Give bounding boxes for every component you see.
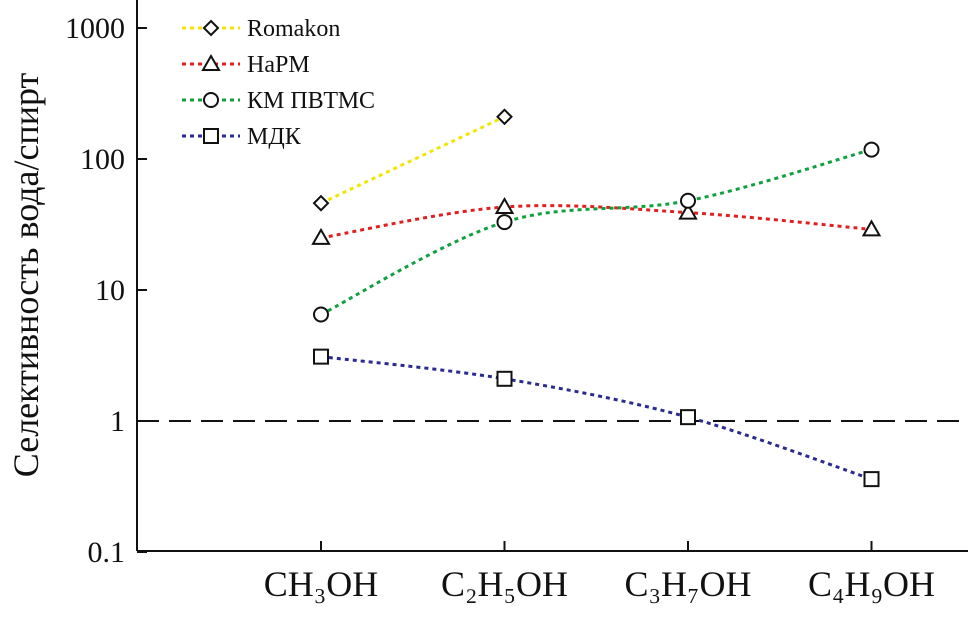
legend: Romakon HaPM КМ ПВТМС МДК: [182, 16, 375, 150]
data-point-triangle: [311, 227, 331, 245]
y-tick-label: 10: [95, 274, 125, 307]
x-tick-label: C₂H₅OH: [441, 564, 568, 604]
legend-label: HaPM: [247, 52, 310, 78]
data-point-circle: [313, 306, 329, 323]
series-line: [320, 115, 506, 205]
legend-label: МДК: [247, 124, 302, 150]
data-point-triangle: [678, 202, 698, 220]
series-line: [320, 355, 872, 481]
series-lines: [320, 115, 872, 481]
data-point-triangle: [861, 219, 882, 237]
data-point-square: [863, 471, 880, 488]
data-point-diamond: [496, 108, 513, 126]
y-tick-label: 0.1: [88, 536, 126, 569]
y-tick-label: 1000: [65, 12, 125, 45]
legend-label: КМ ПВТМС: [247, 88, 375, 114]
data-point-diamond: [312, 194, 330, 212]
legend-marker-diamond: [202, 19, 220, 37]
data-point-circle: [496, 214, 513, 231]
y-axis-label: Селективность вода/спирт: [6, 73, 46, 478]
legend-label: Romakon: [247, 16, 340, 42]
data-point-circle: [680, 192, 696, 209]
x-tick-label: C₃H₇OH: [624, 564, 751, 604]
data-point-square: [680, 409, 696, 426]
data-point-square: [496, 370, 513, 387]
series-markers: [311, 108, 882, 488]
series-line: [320, 148, 872, 316]
x-tick-label: CH₃OH: [264, 564, 379, 604]
legend-marker-triangle: [201, 53, 221, 71]
series-line: [320, 204, 872, 240]
legend-marker-square: [203, 128, 219, 144]
axes: 0.1 1 10 100 1000 CH₃OH C₂H₅OH C₃H₇OH C₄H₉OH: [65, 0, 968, 604]
data-point-circle: [863, 141, 880, 158]
y-tick-label: 1: [110, 405, 125, 438]
x-tick-label: C₄H₉OH: [808, 564, 935, 604]
data-point-square: [313, 348, 329, 365]
legend-marker-circle: [203, 92, 219, 108]
data-point-triangle: [494, 197, 515, 215]
y-tick-label: 100: [80, 143, 125, 176]
